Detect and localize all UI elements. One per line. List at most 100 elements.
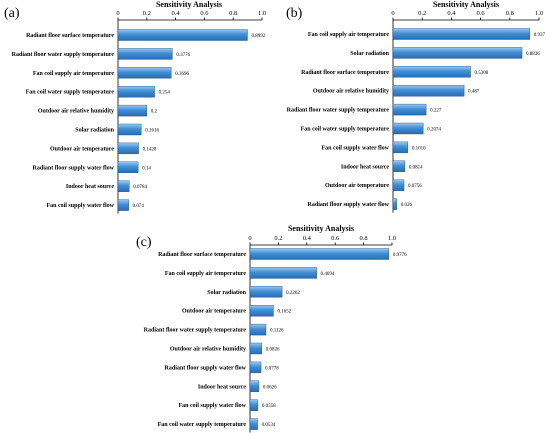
panel-c-category-label: Radiant floor water supply temperature [144, 328, 247, 334]
panel-c-bar [249, 286, 283, 298]
panel-b-category-label: Outdoor air temperature [325, 183, 389, 189]
panel-a-value-label: 0.1428 [143, 147, 157, 152]
panel-c-title: Sensitivity Analysis [288, 224, 354, 233]
panel-c-bar [249, 267, 317, 279]
panel-a-value-label: 0.14 [142, 166, 151, 171]
panel-c-tick-label: 0.4 [303, 235, 312, 242]
panel-a-tick-label: 0.4 [172, 10, 181, 17]
panel-c-category-label: Outdoor air relative humidity [170, 347, 246, 353]
panel-b-bar [392, 66, 471, 78]
panel-a-value-label: 0.0784 [133, 185, 147, 190]
panel-c-category-label: Outdoor air temperature [182, 309, 246, 315]
panel-c-value-label: 0.1652 [277, 310, 291, 315]
panel-b-bar [392, 179, 405, 191]
panel-c: (c) Sensitivity Analysis 0 0.2 0.4 0.6 0.8 1.… [136, 224, 407, 433]
panel-a-value-label: 0.254 [159, 91, 171, 96]
panel-c-value-label: 0.0778 [265, 366, 279, 371]
panel-c-bar [249, 380, 260, 392]
panel-a-value-label: 0.8992 [251, 34, 265, 39]
panel-b-tick-label: 0.8 [506, 10, 514, 17]
panel-c-tick-label: 1.0 [388, 235, 396, 242]
panel-b-tick-label: 0.2 [418, 10, 426, 17]
panel-a-category-label: Outdoor air relative humidity [38, 109, 114, 115]
panel-c-category-label: Radiant floor surface temperature [158, 252, 246, 258]
panel-b-category-label: Fan coil supply water flow [321, 145, 389, 151]
panel-b-category-label: Radiant floor surface temperature [301, 70, 389, 76]
panel-b-category-label: Outdoor air relative humidity [313, 89, 389, 95]
panel-c-category-label: Fan coil supply water flow [178, 403, 246, 409]
panel-b-bar [392, 84, 465, 97]
panel-b-value-label: 0.937 [534, 33, 546, 38]
panel-a-value-label: 0.3776 [176, 53, 190, 58]
panel-a-value-label: 0.1616 [145, 129, 159, 134]
panel-c-bar [249, 342, 262, 355]
panel-c-tick-label: 0 [248, 235, 251, 242]
panel-c-value-label: 0.0626 [263, 385, 277, 390]
panel-b-category-label: Indoor heat source [341, 164, 389, 170]
panel-a-title: Sensitivity Analysis [156, 0, 222, 9]
panel-c-bar [249, 305, 274, 317]
panel-c-category-label: Radiant floor supply water flow [165, 365, 247, 371]
panel-c-value-label: 0.0534 [262, 423, 276, 428]
panel-c-value-label: 0.1126 [270, 329, 284, 334]
panel-c-label: (c) [136, 235, 152, 250]
panel-b-value-label: 0.227 [430, 109, 442, 114]
panel-b-bar [392, 141, 409, 154]
panel-b-bar [392, 47, 523, 59]
panel-b-value-label: 0.487 [468, 90, 480, 95]
panel-c-category-label: Fan coil supply air temperature [165, 271, 246, 277]
panel-c-tick-label: 0.2 [274, 235, 282, 242]
panel-b-bar [392, 198, 397, 210]
panel-a-bar [117, 199, 129, 211]
panel-b-category-label: Radiant floor water supply temperature [287, 108, 390, 114]
panel-a-label: (a) [4, 6, 20, 21]
panel-b-value-label: 0.1016 [412, 146, 426, 151]
panel-b-value-label: 0.2074 [427, 128, 441, 133]
panel-b-title: Sensitivity Analysis [433, 0, 499, 9]
panel-b-category-label: Fan coil water supply temperature [301, 127, 390, 133]
panel-a-bar [117, 29, 248, 41]
panel-b-value-label: 0.5308 [474, 71, 488, 76]
panel-b-value-label: 0.8836 [526, 52, 540, 57]
panel-a-value-label: 0.2 [151, 110, 158, 115]
panel-c-bar [249, 418, 258, 430]
panel-c-value-label: 0.0826 [266, 348, 280, 353]
panel-b-tick-label: 0.6 [477, 10, 486, 17]
panel-a-bar [117, 180, 130, 192]
panel-c-category-label: Indoor heat source [198, 384, 246, 390]
panel-b-category-label: Fan coil supply air temperature [308, 32, 389, 38]
panel-a-bar [117, 123, 142, 136]
panel-a-category-label: Outdoor air temperature [50, 146, 114, 152]
panel-b-value-label: 0.0814 [409, 165, 423, 170]
panel-a: (a) Sensitivity Analysis 0 0.2 0.4 0.6 0.8 1.… [4, 0, 266, 214]
panel-c-bar [249, 248, 390, 260]
panel-b-tick-label: 0 [391, 10, 394, 17]
panel-a-value-label: 0.3696 [175, 72, 189, 77]
panel-a-bar [117, 104, 147, 117]
panel-c-tick-label: 0.8 [360, 235, 368, 242]
panel-b-category-label: Solar radiation [350, 51, 389, 57]
panel-a-category-label: Radiant floor supply water flow [33, 165, 115, 171]
panel-c-value-label: 0.0558 [262, 404, 276, 409]
panel-a-category-label: Solar radiation [75, 128, 114, 134]
panel-a-tick-label: 0.6 [200, 10, 209, 17]
panel-a-bar [117, 85, 155, 98]
panel-c-value-label: 0.2262 [286, 291, 300, 296]
panel-b: (b) Sensitivity Analysis 0 0.2 0.4 0.6 0.8 1.… [286, 0, 546, 213]
panel-b-bar [392, 28, 531, 40]
panel-b-value-label: 0.026 [401, 203, 413, 208]
panel-a-value-label: 0.074 [133, 204, 145, 209]
panel-b-tick-label: 1.0 [535, 10, 543, 17]
panel-a-bar [117, 67, 172, 79]
panel-b-bar [392, 103, 427, 116]
panel-b-value-label: 0.0756 [408, 184, 422, 189]
panel-a-bar [117, 48, 173, 60]
panel-c-bar [249, 361, 262, 374]
panel-a-category-label: Fan coil water supply temperature [26, 90, 115, 96]
panel-a-tick-label: 1.0 [258, 10, 266, 17]
panel-c-category-label: Solar radiation [207, 290, 246, 296]
panel-a-tick-label: 0 [116, 10, 119, 17]
panel-c-bar [249, 323, 267, 336]
panel-a-category-label: Fan coil supply air temperature [33, 71, 114, 77]
panel-c-tick-label: 0.6 [331, 235, 340, 242]
